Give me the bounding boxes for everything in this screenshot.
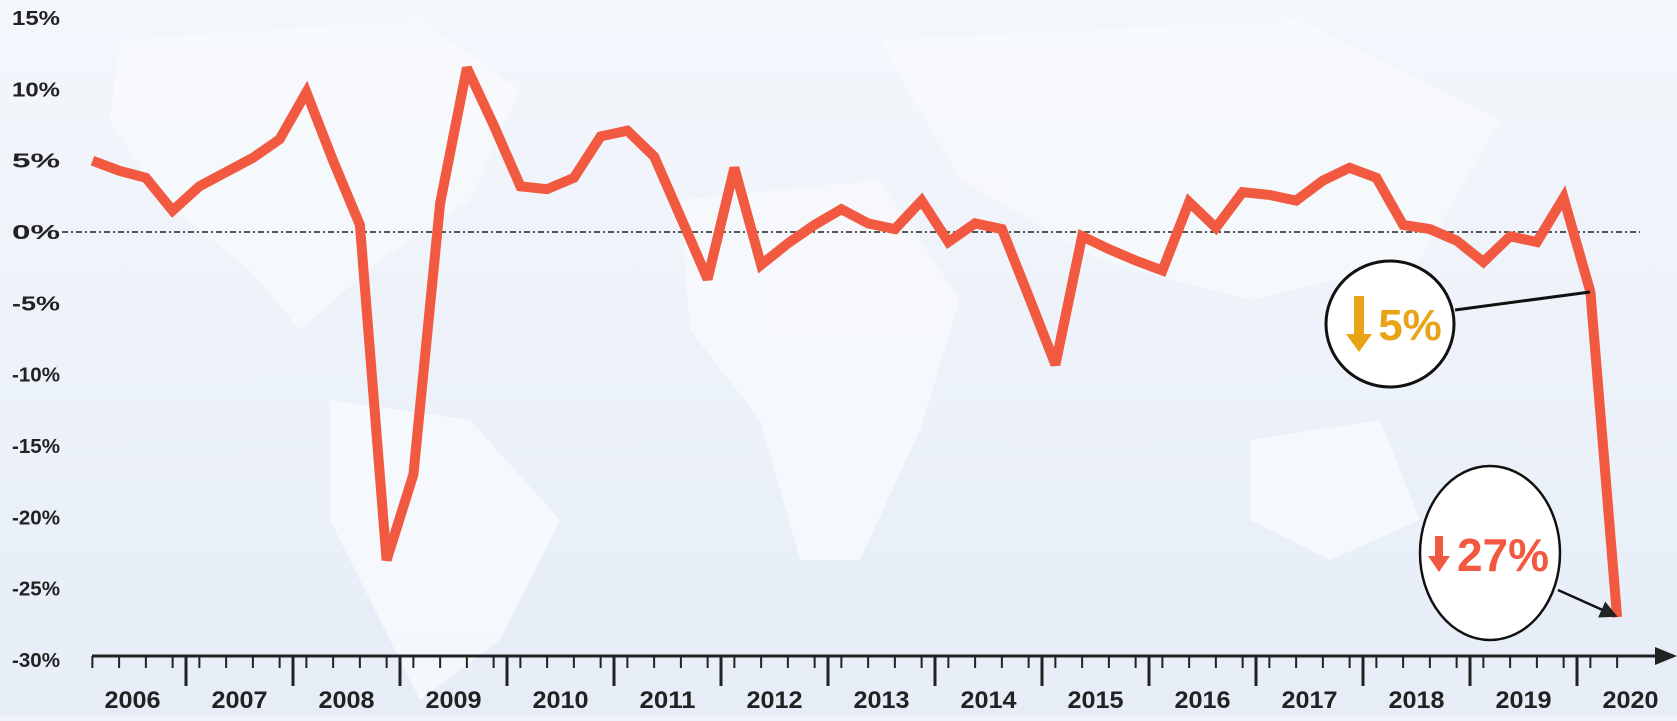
down-arrow: [1428, 536, 1450, 572]
data-line: [90, 65, 1623, 618]
y-tick-label: -25%: [12, 579, 60, 601]
x-tick-label: 2017: [1282, 687, 1338, 714]
x-tick-label: 2007: [212, 687, 268, 714]
x-tick-label: 2009: [426, 687, 482, 714]
x-tick-label: 2014: [961, 687, 1018, 714]
y-tick-label: 0%: [12, 222, 60, 244]
annotation-5: 5%: [1324, 259, 1591, 389]
world-map: [110, 20, 1500, 700]
y-tick-label: -30%: [12, 650, 60, 672]
x-tick-label: 2011: [640, 687, 696, 714]
x-tick-label: 2020: [1603, 687, 1659, 714]
x-tick-label: 2013: [854, 687, 910, 714]
down-arrow: [1346, 296, 1372, 352]
y-tick-label: -20%: [12, 507, 60, 529]
x-tick-label: 2015: [1068, 687, 1124, 714]
x-tick-label: 2016: [1175, 687, 1231, 714]
y-tick-label: -10%: [12, 365, 60, 387]
x-tick-label: 2010: [533, 687, 589, 714]
annotation-27: 27%: [1418, 464, 1618, 642]
y-tick-label: 5%: [12, 151, 60, 173]
x-tick-label: 2006: [105, 687, 161, 714]
x-tick-label: 2008: [319, 687, 375, 714]
y-tick-label: -15%: [12, 436, 60, 458]
y-tick-label: 15%: [12, 8, 60, 30]
annotation-text: 27%: [1457, 529, 1549, 581]
callout-line: [1454, 290, 1591, 312]
annotation-text: 5%: [1378, 301, 1442, 350]
callout-circle: [1418, 464, 1562, 642]
callout-circle: [1324, 259, 1456, 389]
y-tick-label: -5%: [12, 293, 60, 315]
callout-line: [1557, 588, 1618, 618]
x-tick-label: 2012: [747, 687, 803, 714]
x-tick-label: 2018: [1389, 687, 1445, 714]
x-tick-label: 2019: [1496, 687, 1552, 714]
y-tick-label: 10%: [12, 79, 60, 101]
plot: [90, 65, 1623, 618]
x-axis-arrow: [1655, 647, 1677, 665]
axes: 15% 10% 5% 0% -5% -10% -15% -20% -25% -30% 2006 200…: [12, 8, 1677, 714]
